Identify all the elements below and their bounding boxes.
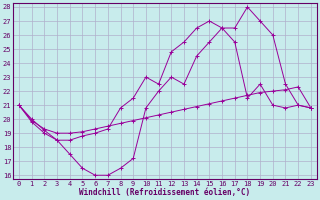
X-axis label: Windchill (Refroidissement éolien,°C): Windchill (Refroidissement éolien,°C) bbox=[79, 188, 251, 197]
